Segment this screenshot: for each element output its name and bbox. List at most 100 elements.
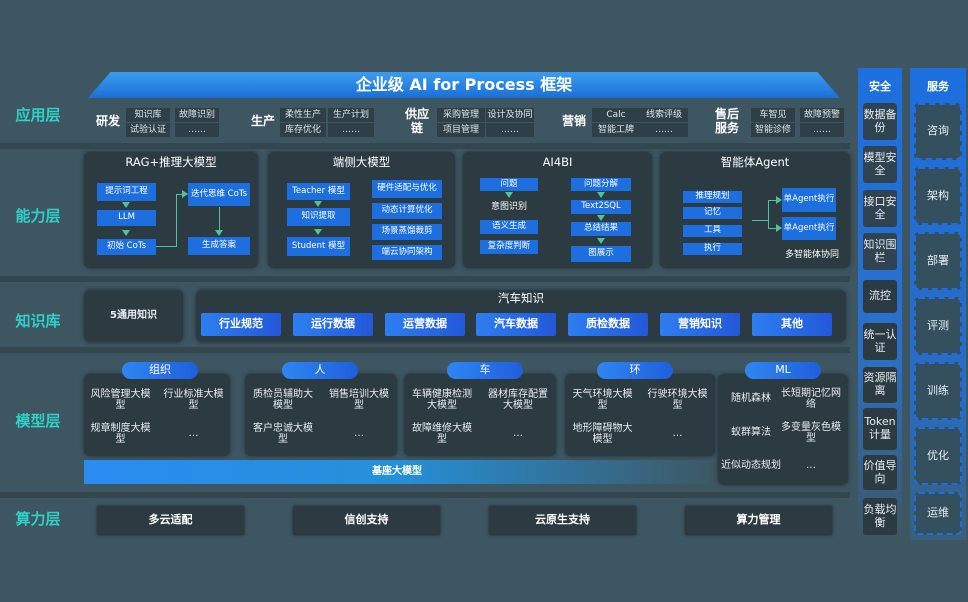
app-item[interactable]: 知识库 [126,108,170,122]
model-item[interactable]: 行驶环境大模型 [647,388,708,412]
model-item[interactable]: … [513,428,523,440]
edge-step: 知识提取 [287,208,350,226]
layer-label-app: 应用层 [15,106,61,125]
knowledge-item[interactable]: 运行数据 [293,313,373,336]
arrow-right-icon [776,196,782,204]
app-item[interactable]: 采购管理 [437,108,485,122]
model-group-pill[interactable]: ML [745,362,821,379]
model-item[interactable]: 多变量灰色模型 [781,421,841,445]
app-item[interactable]: 故障识别 [175,108,219,122]
security-item[interactable]: 知识围栏 [863,233,897,270]
model-group-pill[interactable]: 组织 [122,362,198,379]
compute-item[interactable]: 信创支持 [293,506,440,535]
connector-line [768,200,776,201]
agent-executor: 单Agent执行 [782,217,836,240]
model-group-panel [84,374,230,456]
security-item[interactable]: 负载均衡 [863,498,897,535]
security-item[interactable]: Token计量 [863,408,897,450]
row-divider [0,347,850,353]
service-item[interactable]: 运维 [914,492,962,535]
arrow-down-icon [122,202,130,208]
compute-item[interactable]: 多云适配 [97,506,244,535]
app-item[interactable]: …… [486,123,534,137]
foundation-model-bar[interactable]: 基座大模型 [84,460,710,484]
model-item[interactable]: … [806,460,816,472]
model-item[interactable]: … [672,428,683,440]
security-item[interactable]: 数据备份 [863,103,897,140]
model-item[interactable]: 地形障碍物大模型 [572,422,633,446]
row-divider [0,276,850,282]
app-item[interactable]: 智能诊修 [751,123,795,137]
model-group-panel [245,374,397,456]
model-item[interactable]: 近似动态规划 [721,460,781,472]
security-item[interactable]: 价值导向 [863,455,897,490]
security-item[interactable]: 接口安全 [863,190,897,227]
security-item[interactable]: 统一认证 [863,323,897,360]
app-item[interactable]: …… [175,123,219,137]
model-item[interactable]: 车辆健康检测大模型 [412,388,472,412]
knowledge-item[interactable]: 质检数据 [568,313,648,336]
security-item[interactable]: 资源隔离 [863,367,897,403]
app-item[interactable]: 线索评级 [640,108,688,122]
ai4bi-step: 总结结果 [571,222,631,236]
knowledge-item[interactable]: 营销知识 [660,313,740,336]
security-item[interactable]: 流控 [863,280,897,313]
model-item[interactable]: 蚁群算法 [731,427,771,439]
layer-label-capability: 能力层 [15,207,61,226]
compute-item[interactable]: 算力管理 [685,506,832,535]
rag-step: 迭代思维 CoTs [188,183,250,206]
app-item[interactable]: 项目管理 [437,123,485,137]
panel-title: 端侧大模型 [332,155,391,170]
compute-item[interactable]: 云原生支持 [489,506,636,535]
model-group-pill[interactable]: 环 [597,362,673,379]
panel-title: AI4BI [542,155,573,170]
security-title: 安全 [869,79,891,93]
layer-label-compute: 算力层 [15,510,61,529]
model-item[interactable]: 故障维修大模型 [412,422,472,446]
app-item[interactable]: 试验认证 [126,123,170,137]
model-item[interactable]: 器材库存配置大模型 [488,388,548,412]
service-item[interactable]: 优化 [914,427,962,485]
service-item[interactable]: 咨询 [914,103,962,160]
app-item[interactable]: 库存优化 [280,123,326,137]
service-item[interactable]: 部署 [914,232,962,290]
service-item[interactable]: 架构 [914,167,962,225]
agent-step: 工具 [683,225,742,237]
model-item[interactable]: 天气环境大模型 [572,388,633,412]
ai4bi-step: 意图识别 [490,201,527,212]
model-group-pill[interactable]: 车 [447,362,523,379]
model-group-pill[interactable]: 人 [282,362,358,379]
app-item[interactable]: 故障预警 [800,108,844,122]
model-item[interactable]: 质检员辅助大模型 [253,388,313,412]
knowledge-item[interactable]: 行业规范 [201,313,281,336]
model-item[interactable]: 随机森林 [731,393,771,405]
app-item[interactable]: …… [640,123,688,137]
app-item[interactable]: …… [328,123,374,137]
model-item[interactable]: 客户忠诚大模型 [253,422,313,446]
model-item[interactable]: … [354,428,364,440]
security-item[interactable]: 模型安全 [863,146,897,183]
service-item[interactable]: 训练 [914,362,962,420]
knowledge-item[interactable]: 其他 [752,313,832,336]
service-item[interactable]: 评测 [914,297,962,355]
row-divider [0,143,850,149]
connector-line [176,194,182,195]
app-item[interactable]: 设计及协同 [486,108,534,122]
model-item[interactable]: 长短期记忆网络 [781,387,841,411]
connector-line [768,228,776,229]
model-item[interactable]: 规章制度大模型 [90,422,151,446]
multi-agent-label: 多智能体协同 [784,249,839,260]
model-item[interactable]: 行业标准大模型 [163,388,224,412]
model-item[interactable]: 风险管理大模型 [90,388,151,412]
app-item[interactable]: 生产计划 [328,108,374,122]
app-item[interactable]: 柔性生产 [280,108,326,122]
knowledge-item[interactable]: 运营数据 [385,313,465,336]
model-item[interactable]: … [188,428,199,440]
ai4bi-step: 图展示 [571,246,631,262]
model-item[interactable]: 销售培训大模型 [329,388,389,412]
app-item[interactable]: Calc [592,108,640,122]
app-item[interactable]: 智能工牌 [592,123,640,137]
knowledge-item[interactable]: 汽车数据 [476,313,556,336]
app-item[interactable]: 车智见 [751,108,795,122]
app-item[interactable]: …… [800,123,844,137]
